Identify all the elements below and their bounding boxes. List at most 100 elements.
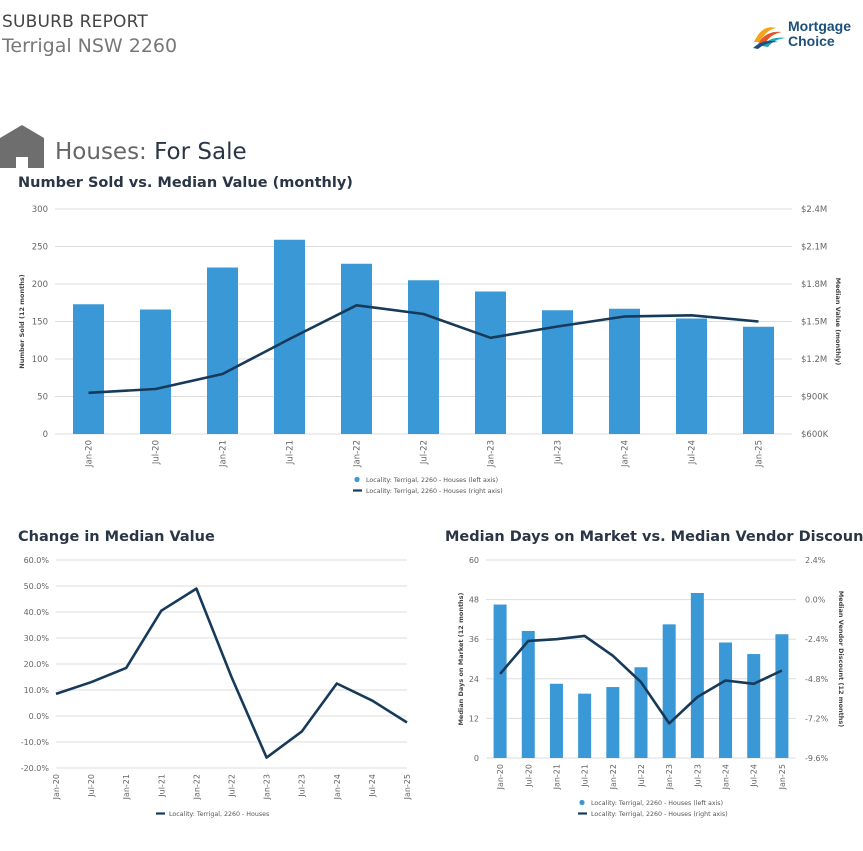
chart3-y2-tick-label: -2.4% xyxy=(805,635,829,644)
chart2-x-tick-label: Jan-20 xyxy=(52,774,61,800)
chart1-series-line xyxy=(88,303,759,395)
chart2-x-tick-label: Jan-22 xyxy=(192,774,201,800)
chart1-y2-tick-label: $1.5M xyxy=(801,318,827,328)
chart1-bar xyxy=(73,304,104,434)
brand-name: Mortgage Choice xyxy=(788,19,851,49)
section-title: Houses: For Sale xyxy=(55,139,247,165)
chart1-legend-label: Locality: Terrigal, 2260 - Houses (left … xyxy=(366,477,498,484)
chart3-y-tick-label: 36 xyxy=(469,635,479,644)
chart3-y-tick-label: 0 xyxy=(474,754,479,763)
chart2-x-tick-label: Jul-22 xyxy=(228,774,237,798)
chart1-y-tick-label: 0 xyxy=(43,430,48,440)
chart1-y2-tick-label: $600K xyxy=(801,430,829,440)
chart2-y-tick-label: 40.0% xyxy=(24,608,50,617)
chart2-x-tick-label: Jan-25 xyxy=(403,774,412,800)
chart3-legend-label: Locality: Terrigal, 2260 - Houses (right… xyxy=(591,811,728,818)
chart1-y-tick-label: 300 xyxy=(32,205,48,215)
chart3-title: Median Days on Market vs. Median Vendor … xyxy=(445,529,863,545)
brand-line-2: Choice xyxy=(788,33,835,49)
section-title-prefix: Houses: xyxy=(55,139,147,165)
chart2-y-tick-label: 20.0% xyxy=(24,660,50,669)
chart3-bar xyxy=(634,667,648,758)
chart1-y-tick-label: 100 xyxy=(32,355,48,365)
chart3-bar xyxy=(719,642,733,758)
chart1-x-tick-label: Jul-24 xyxy=(688,440,698,465)
chart2-y-tick-label: -20.0% xyxy=(21,764,50,773)
chart3-y-tick-label: 24 xyxy=(469,675,479,684)
chart3-x-tick-label: Jan-24 xyxy=(722,764,731,790)
chart3-bar xyxy=(690,593,704,758)
chart3-y-tick-label: 48 xyxy=(469,596,479,605)
chart3-x-tick-label: Jul-22 xyxy=(637,764,646,788)
chart3-bar xyxy=(578,693,592,758)
chart1-y2-tick-label: $900K xyxy=(801,393,829,403)
chart2-series-line xyxy=(55,587,408,759)
chart3-bar xyxy=(606,687,620,758)
chart1-y2-tick-label: $1.2M xyxy=(801,355,827,365)
chart1-x-tick-label: Jan-23 xyxy=(487,440,497,468)
chart1-y2-axis-title: Median Value (monthly) xyxy=(834,278,842,366)
chart2-y-tick-label: 0.0% xyxy=(29,712,50,721)
chart3-bar xyxy=(747,654,761,758)
brand-line-1: Mortgage xyxy=(788,18,851,34)
section-title-main: For Sale xyxy=(154,139,247,165)
chart2-y-tick-label: 10.0% xyxy=(24,686,50,695)
chart1-x-tick-label: Jan-20 xyxy=(85,440,95,468)
chart3-x-tick-label: Jan-23 xyxy=(665,764,674,790)
chart1-y-tick-label: 150 xyxy=(32,318,48,328)
chart3-x-tick-label: Jul-20 xyxy=(524,764,533,788)
chart3-bar xyxy=(521,630,535,758)
chart1-bar xyxy=(408,280,439,434)
chart1-y-tick-label: 50 xyxy=(37,393,48,403)
chart2-y-tick-label: -10.0% xyxy=(21,738,50,747)
chart1-x-tick-label: Jul-21 xyxy=(286,440,296,465)
chart3-y-axis-title: Median Days on Market (12 months) xyxy=(457,592,465,725)
chart3-y2-tick-label: 2.4% xyxy=(805,556,826,565)
chart1-x-tick-label: Jul-20 xyxy=(152,440,162,465)
chart3-y-tick-label: 12 xyxy=(469,714,479,723)
chart2-y-tick-label: 50.0% xyxy=(24,582,50,591)
brand-logo: Mortgage Choice xyxy=(752,18,862,52)
chart3-x-tick-label: Jul-24 xyxy=(750,764,759,788)
chart2-x-tick-label: Jul-24 xyxy=(368,774,377,798)
chart2-y-tick-label: 30.0% xyxy=(24,634,50,643)
chart1-y-tick-label: 200 xyxy=(32,280,48,290)
chart1-y-axis-title: Number Sold (12 months) xyxy=(18,274,26,368)
chart3-bar xyxy=(493,604,507,758)
chart3-y2-tick-label: 0.0% xyxy=(805,596,826,605)
chart1-legend-label: Locality: Terrigal, 2260 - Houses (right… xyxy=(366,488,503,495)
chart3-y2-tick-label: -4.8% xyxy=(805,675,829,684)
chart3-x-tick-label: Jan-21 xyxy=(552,764,561,790)
chart1-title: Number Sold vs. Median Value (monthly) xyxy=(18,175,353,191)
chart1-x-tick-label: Jan-22 xyxy=(353,440,363,468)
chart3-y2-axis-title: Median Vendor Discount (12 months) xyxy=(837,591,845,728)
chart3-bar xyxy=(549,683,563,758)
chart3-y-tick-label: 60 xyxy=(469,556,479,565)
chart1-bar xyxy=(341,263,372,434)
chart1-x-tick-label: Jul-22 xyxy=(420,440,430,465)
chart1-bar xyxy=(140,309,171,434)
chart1-bar xyxy=(542,310,573,434)
chart3-series-line xyxy=(499,634,783,725)
chart3-x-tick-label: Jul-21 xyxy=(581,764,590,788)
chart1-bar xyxy=(475,291,506,434)
chart1-y2-tick-label: $1.8M xyxy=(801,280,827,290)
suburb-name: Terrigal NSW 2260 xyxy=(2,35,178,57)
chart1-bar xyxy=(207,267,238,434)
chart1-bar xyxy=(743,326,774,434)
chart1-y2-tick-label: $2.4M xyxy=(801,205,827,215)
chart3-legend-marker xyxy=(579,799,585,806)
chart1-x-tick-label: Jan-25 xyxy=(755,440,765,468)
chart1-y2-tick-label: $2.1M xyxy=(801,243,827,253)
chart1-x-tick-label: Jan-21 xyxy=(219,440,229,468)
chart3-bar xyxy=(775,634,789,758)
chart3-x-tick-label: Jan-20 xyxy=(496,764,505,790)
chart3-bar xyxy=(662,624,676,758)
chart2-title: Change in Median Value xyxy=(18,529,215,545)
chart2-x-tick-label: Jan-24 xyxy=(333,774,342,800)
chart1-bar xyxy=(609,308,640,434)
house-icon xyxy=(0,125,44,168)
report-label: SUBURB REPORT xyxy=(2,12,148,32)
chart2-legend-label: Locality: Terrigal, 2260 - Houses xyxy=(169,811,269,818)
